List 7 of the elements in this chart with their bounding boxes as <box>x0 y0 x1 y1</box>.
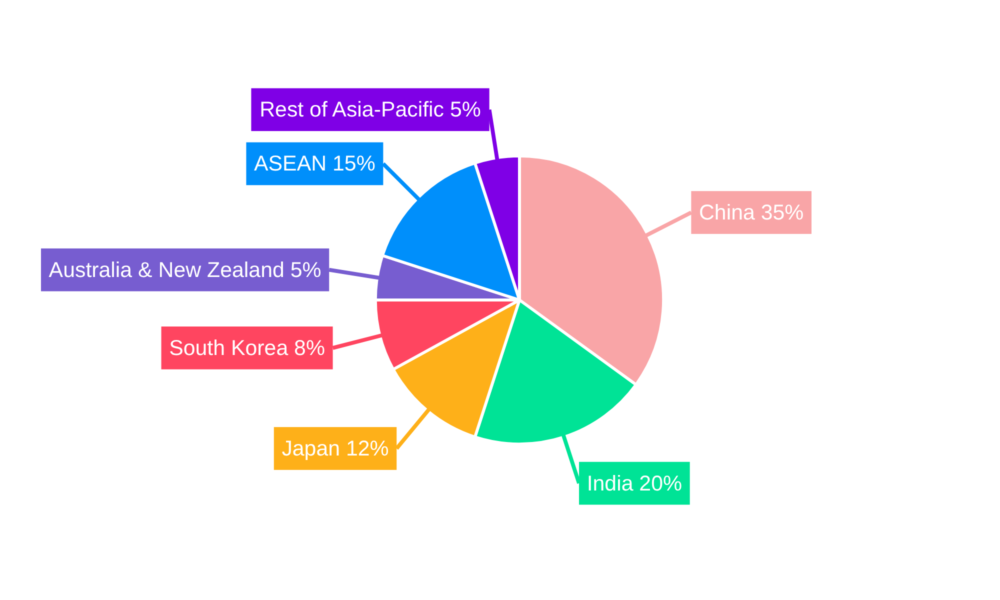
slice-label: South Korea 8% <box>169 336 325 360</box>
slice-label: China 35% <box>698 200 804 225</box>
slice-label: Japan 12% <box>282 436 389 460</box>
slice-label: India 20% <box>586 471 682 496</box>
slice-label: Australia & New Zealand 5% <box>48 258 322 282</box>
slice-label: ASEAN 15% <box>254 152 376 176</box>
slice-label: Rest of Asia-Pacific 5% <box>260 98 481 122</box>
